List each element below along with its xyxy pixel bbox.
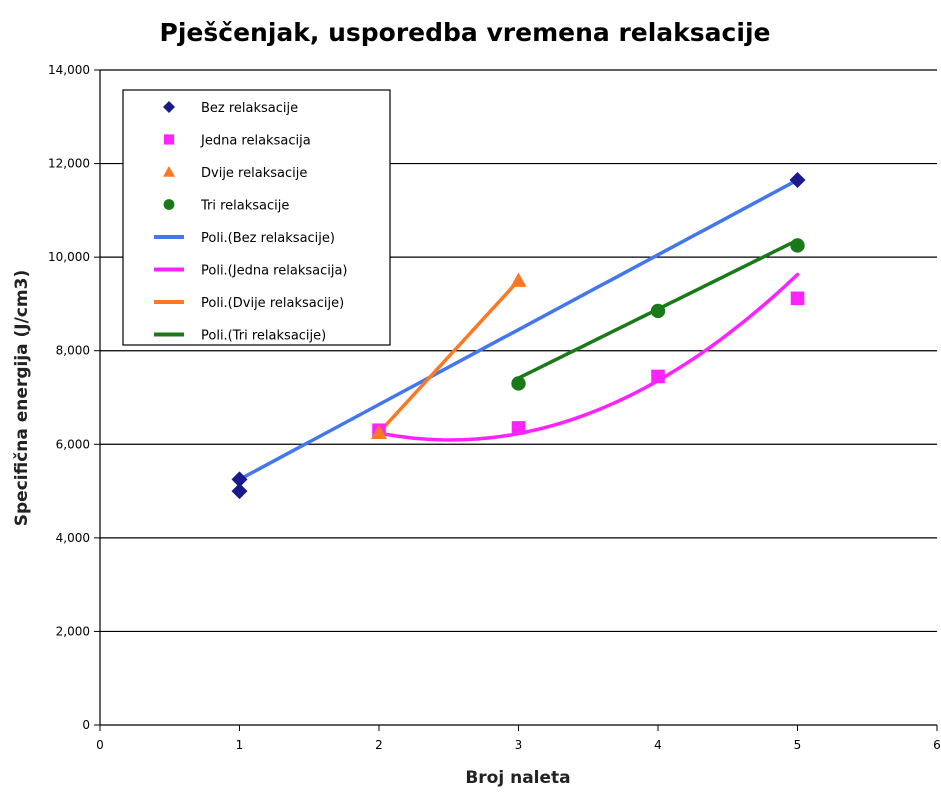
x-tick-label: 1 [236, 738, 244, 752]
y-tick-label: 4,000 [56, 531, 90, 545]
x-tick-label: 0 [96, 738, 104, 752]
chart-title: Pješčenjak, usporedba vremena relaksacij… [160, 18, 771, 47]
trendline [377, 278, 521, 435]
data-point [789, 171, 806, 188]
data-point [790, 291, 805, 306]
legend-label: Poli.(Bez relaksacije) [201, 231, 335, 246]
trendline [237, 178, 800, 482]
y-tick-label: 12,000 [48, 157, 90, 171]
data-point [511, 421, 526, 435]
data-point [651, 369, 665, 384]
legend: Bez relaksacije Jedna relaksacija Dvije re… [122, 89, 391, 346]
legend-label: Bez relaksacije [201, 101, 298, 116]
data-point [371, 424, 387, 439]
legend-label: Poli.(Dvije relaksacije) [201, 296, 344, 311]
legend-label: Poli.(Tri relaksacije) [201, 329, 326, 344]
legend-marker [163, 166, 175, 177]
y-tick-label: 6,000 [56, 437, 90, 451]
x-tick-label: 2 [375, 738, 383, 752]
y-axis-title: Specifična energija (J/cm3) [12, 270, 32, 526]
data-point [511, 376, 526, 391]
data-point [510, 272, 527, 287]
y-tick-label: 0 [82, 718, 90, 732]
y-tick-label: 2,000 [56, 624, 90, 638]
x-tick-label: 3 [515, 738, 523, 752]
x-tick-label: 4 [654, 738, 662, 752]
legend-marker [163, 134, 175, 145]
legend-label: Dvije relaksacije [201, 166, 307, 181]
x-axis-title: Broj naleta [465, 768, 570, 788]
trendline [377, 272, 800, 442]
legend-label: Tri relaksacije [200, 199, 289, 214]
data-point [231, 471, 248, 488]
axes: 0 2,000 4,000 6,000 8,000 10,000 12,000 14,000 0… [48, 63, 941, 752]
data-point [790, 238, 805, 253]
data-point [231, 483, 248, 500]
legend-marker [163, 101, 175, 113]
data-markers [231, 171, 806, 500]
legend-label: Poli.(Jedna relaksacija) [201, 264, 348, 279]
y-tick-label: 14,000 [48, 63, 90, 77]
y-tick-label: 8,000 [56, 344, 90, 358]
legend-label: Jedna relaksacija [200, 134, 311, 149]
legend-marker [163, 199, 175, 210]
data-point [650, 303, 666, 319]
x-tick-label: 5 [794, 738, 802, 752]
x-tick-label: 6 [933, 738, 941, 752]
y-tick-label: 10,000 [48, 250, 90, 264]
trendlines [237, 178, 800, 482]
